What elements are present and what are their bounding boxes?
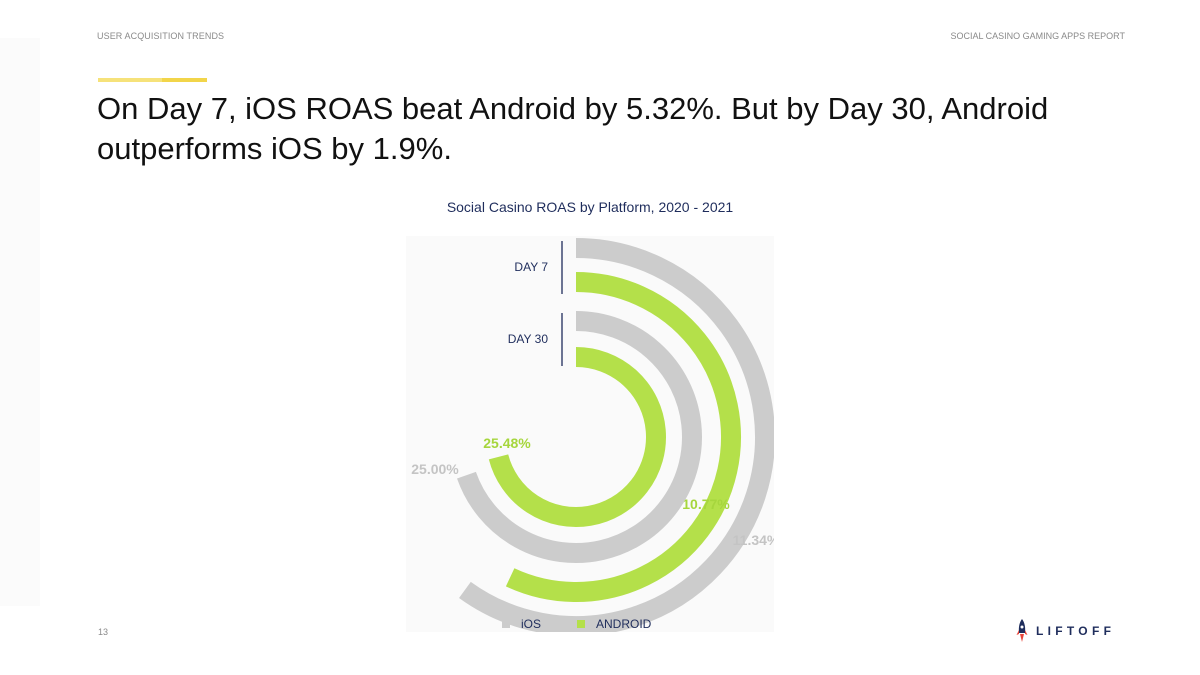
legend-swatch-android xyxy=(577,620,586,628)
legend-item-android: ANDROID xyxy=(577,617,651,631)
legend-label-ios: iOS xyxy=(521,617,542,631)
arc-day7-android xyxy=(505,272,741,602)
group-label-day7: DAY 7 xyxy=(514,260,548,274)
chart-title: Social Casino ROAS by Platform, 2020 - 2… xyxy=(446,199,734,215)
radial-bar-chart: DAY 7 11.34% 10.77% DAY 30 25.00% 25.48% xyxy=(411,238,774,632)
arc-day7-ios xyxy=(459,238,774,632)
chart-panel: DAY 7 11.34% 10.77% DAY 30 25.00% 25.48% xyxy=(406,236,774,632)
page-number: 13 xyxy=(98,627,109,637)
group-label-day30: DAY 30 xyxy=(508,332,549,346)
rocket-icon xyxy=(1016,619,1028,642)
logo-wordmark: LIFTOFF xyxy=(1036,624,1116,638)
title-accent-bar xyxy=(98,78,207,82)
arc-day30-android xyxy=(488,347,666,527)
value-label-day7-android: 10.77% xyxy=(682,496,730,512)
report-label: SOCIAL CASINO GAMING APPS REPORT xyxy=(950,31,1125,41)
value-label-day30-ios: 25.00% xyxy=(411,461,459,477)
page-side-strip xyxy=(0,38,40,606)
arc-day30-ios xyxy=(457,311,702,563)
liftoff-logo: LIFTOFF xyxy=(1016,618,1115,644)
section-label: USER ACQUISITION TRENDS xyxy=(97,31,225,41)
legend-swatch-ios xyxy=(502,620,510,628)
value-label-day30-android: 25.48% xyxy=(483,435,531,451)
legend-item-ios: iOS xyxy=(502,617,541,631)
title-accent-bar-highlight xyxy=(162,78,207,82)
legend-label-android: ANDROID xyxy=(596,617,652,631)
chart-legend: iOS ANDROID xyxy=(502,616,687,632)
value-label-day7-ios: 11.34% xyxy=(733,532,774,548)
page-headline: On Day 7, iOS ROAS beat Android by 5.32%… xyxy=(97,91,1049,166)
